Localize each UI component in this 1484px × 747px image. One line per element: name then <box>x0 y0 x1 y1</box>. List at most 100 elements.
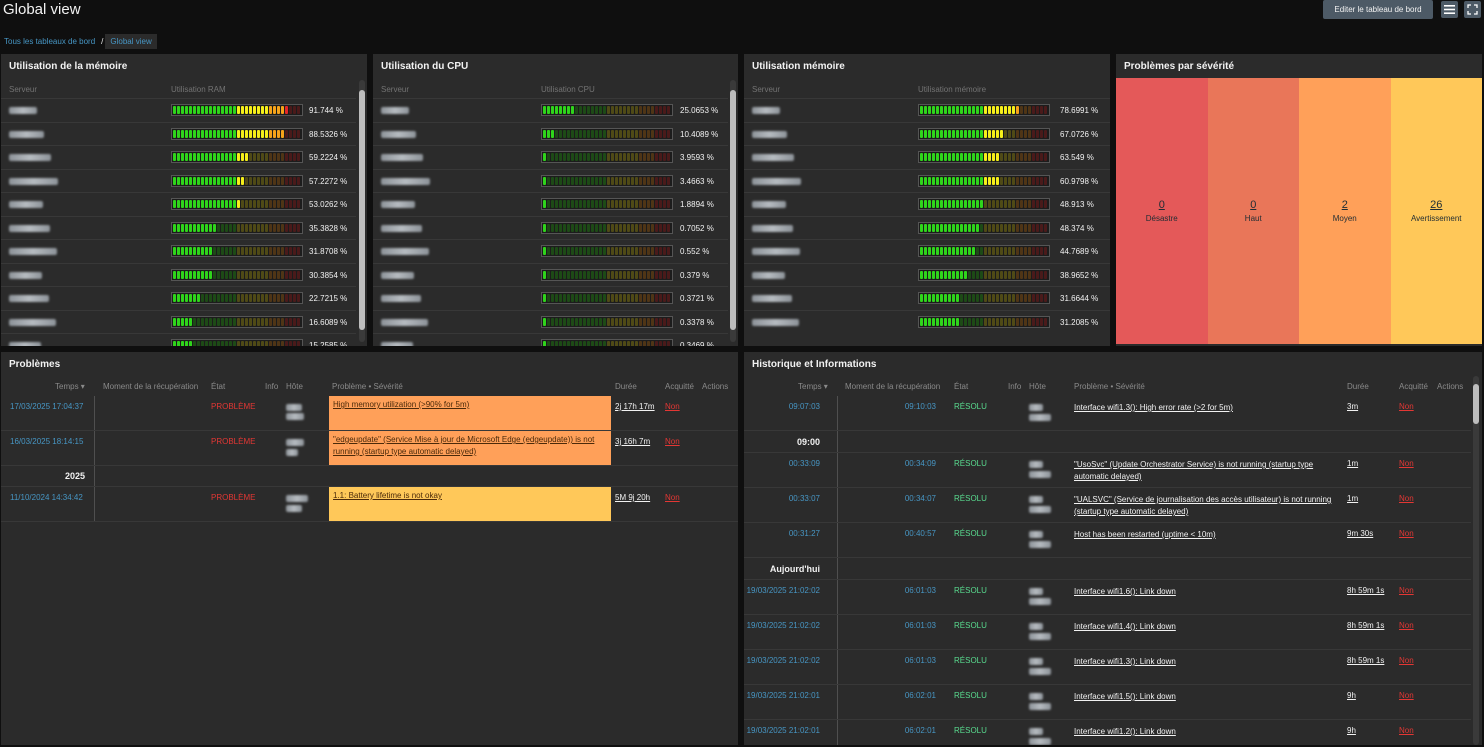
history-ack[interactable]: Non <box>1399 586 1414 595</box>
history-problem[interactable]: Interface wifi1.3(): High error rate (>2… <box>1074 403 1233 412</box>
server-name[interactable] <box>381 248 429 255</box>
host-name[interactable] <box>286 505 302 512</box>
history-ack[interactable]: Non <box>1399 726 1414 735</box>
history-ack[interactable]: Non <box>1399 656 1414 665</box>
problem-duration[interactable]: 2j 17h 17m <box>615 402 655 411</box>
server-name[interactable] <box>752 318 799 326</box>
host-name[interactable] <box>1029 541 1051 548</box>
host-name[interactable] <box>1029 506 1051 513</box>
history-recovery-time[interactable]: 06:02:01 <box>904 726 936 735</box>
history-problem[interactable]: Interface wifi1.4(): Link down <box>1074 622 1176 631</box>
severity-count[interactable]: 26 <box>1430 199 1443 211</box>
history-recovery-time[interactable]: 06:01:03 <box>904 621 936 630</box>
problem-ack[interactable]: Non <box>665 437 680 446</box>
server-name[interactable] <box>381 201 415 208</box>
server-name[interactable] <box>9 130 44 138</box>
host-name[interactable] <box>1029 588 1043 595</box>
server-name[interactable] <box>752 107 780 114</box>
server-name[interactable] <box>9 295 49 302</box>
history-ack[interactable]: Non <box>1399 459 1414 468</box>
history-time[interactable]: 19/03/2025 21:02:02 <box>746 656 820 665</box>
history-problem[interactable]: Interface wifi1.5(): Link down <box>1074 692 1176 701</box>
scrollbar-thumb[interactable] <box>359 90 365 330</box>
problem-time[interactable]: 16/03/2025 18:14:15 <box>10 437 84 446</box>
history-time[interactable]: 19/03/2025 21:02:02 <box>746 586 820 595</box>
history-time[interactable]: 09:07:03 <box>788 402 820 411</box>
problem-time[interactable]: 11/10/2024 14:34:42 <box>10 493 83 502</box>
server-name[interactable] <box>381 107 409 114</box>
host-name[interactable] <box>286 404 302 411</box>
problem-description[interactable]: High memory utilization (>90% for 5m) <box>329 396 611 430</box>
history-ack[interactable]: Non <box>1399 691 1414 700</box>
history-recovery-time[interactable]: 00:34:07 <box>904 494 936 503</box>
host-name[interactable] <box>1029 703 1051 710</box>
server-name[interactable] <box>381 318 428 326</box>
history-duration[interactable]: 8h 59m 1s <box>1347 656 1385 665</box>
menu-icon[interactable] <box>1441 1 1458 18</box>
host-name[interactable] <box>1029 668 1051 675</box>
scrollbar-thumb[interactable] <box>1473 384 1479 424</box>
history-ack[interactable]: Non <box>1399 529 1414 538</box>
host-name[interactable] <box>1029 738 1051 745</box>
severity-tile[interactable]: 0 Désastre <box>1116 78 1208 344</box>
history-recovery-time[interactable]: 06:02:01 <box>904 691 936 700</box>
history-problem[interactable]: Interface wifi1.2(): Link down <box>1074 727 1176 736</box>
server-name[interactable] <box>9 107 37 114</box>
edit-dashboard-button[interactable]: Editer le tableau de bord <box>1323 0 1433 19</box>
history-duration[interactable]: 8h 59m 1s <box>1347 586 1385 595</box>
col-time[interactable]: Temps ▾ <box>55 382 85 391</box>
host-name[interactable] <box>1029 404 1043 411</box>
server-name[interactable] <box>381 130 416 138</box>
history-time[interactable]: 19/03/2025 21:02:02 <box>746 621 820 630</box>
history-duration[interactable]: 3m <box>1347 402 1359 411</box>
server-name[interactable] <box>381 271 414 279</box>
problem-time[interactable]: 17/03/2025 17:04:37 <box>10 402 84 411</box>
history-recovery-time[interactable]: 06:01:03 <box>904 586 936 595</box>
history-problem[interactable]: Host has been restarted (uptime < 10m) <box>1074 530 1216 539</box>
history-recovery-time[interactable]: 00:40:57 <box>904 529 936 538</box>
host-name[interactable] <box>1029 414 1051 421</box>
history-time[interactable]: 19/03/2025 21:02:01 <box>746 726 820 735</box>
severity-count[interactable]: 0 <box>1158 199 1165 211</box>
problem-description[interactable]: "edgeupdate" (Service Mise à jour de Mic… <box>329 431 611 465</box>
host-name[interactable] <box>1029 496 1043 503</box>
history-problem[interactable]: "UALSVC" (Service de journalisation des … <box>1074 495 1332 516</box>
server-name[interactable] <box>9 342 41 346</box>
scrollbar-track[interactable] <box>1473 376 1479 745</box>
server-name[interactable] <box>752 177 801 185</box>
history-problem[interactable]: Interface wifi1.3(): Link down <box>1074 657 1176 666</box>
server-name[interactable] <box>752 295 792 302</box>
server-name[interactable] <box>381 342 413 346</box>
host-name[interactable] <box>286 439 304 446</box>
host-name[interactable] <box>286 413 304 420</box>
server-name[interactable] <box>752 130 787 138</box>
host-name[interactable] <box>286 449 298 456</box>
host-name[interactable] <box>1029 658 1043 665</box>
server-name[interactable] <box>381 154 423 161</box>
history-recovery-time[interactable]: 09:10:03 <box>904 402 936 411</box>
server-name[interactable] <box>9 154 51 161</box>
severity-tile[interactable]: 2 Moyen <box>1299 78 1391 344</box>
server-name[interactable] <box>381 295 421 302</box>
server-name[interactable] <box>381 177 430 185</box>
history-time[interactable]: 00:33:09 <box>788 459 820 468</box>
server-name[interactable] <box>9 201 43 208</box>
history-time[interactable]: 00:31:27 <box>788 529 820 538</box>
host-name[interactable] <box>1029 623 1043 630</box>
host-name[interactable] <box>1029 531 1043 538</box>
server-name[interactable] <box>752 248 800 255</box>
severity-count[interactable]: 0 <box>1250 199 1257 211</box>
history-ack[interactable]: Non <box>1399 494 1414 503</box>
history-problem[interactable]: "UsoSvc" (Update Orchestrator Service) i… <box>1074 460 1314 481</box>
host-name[interactable] <box>1029 461 1043 468</box>
history-duration[interactable]: 9h <box>1347 726 1356 735</box>
history-ack[interactable]: Non <box>1399 621 1414 630</box>
history-time[interactable]: 00:33:07 <box>788 494 820 503</box>
server-name[interactable] <box>752 224 793 232</box>
host-name[interactable] <box>1029 633 1051 640</box>
severity-tile[interactable]: 26 Avertissement <box>1390 78 1482 344</box>
server-name[interactable] <box>9 248 57 255</box>
problem-duration[interactable]: 5M 9j 20h <box>615 493 651 502</box>
severity-count[interactable]: 2 <box>1341 199 1348 211</box>
breadcrumb-current[interactable]: Global view <box>105 33 157 49</box>
